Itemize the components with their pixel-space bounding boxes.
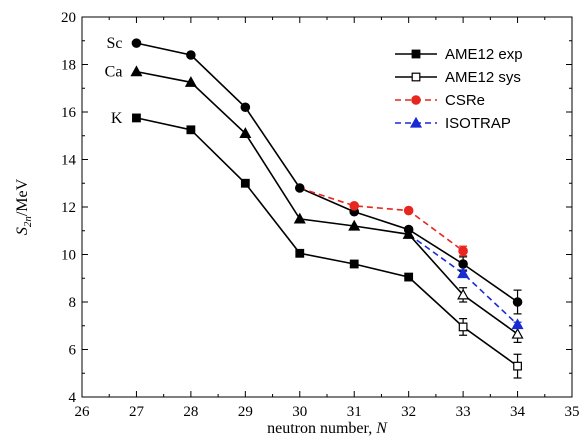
csre-point [458,246,468,256]
isotrap-point [457,267,470,279]
legend-marker [411,95,421,105]
data-point [295,248,305,258]
data-point [186,50,196,60]
data-point [293,212,306,224]
x-tick-label: 30 [292,404,307,420]
legend: AME12 exp AME12 sys CSRe ISOTRAP [395,46,523,132]
series-name-label: Ca [105,64,123,81]
series-labels: Sc Ca K [105,35,123,127]
y-tick-label: 18 [61,58,76,74]
legend-label: CSRe [445,92,485,109]
x-axis-label-text: neutron number, [267,420,376,437]
data-point [184,76,197,87]
x-tick-label: 32 [401,404,416,420]
x-tick-label: 26 [75,404,91,420]
series-lines [136,42,519,367]
csre-point [349,201,360,211]
isotrap-line [408,233,519,326]
data-point-sys [511,327,524,339]
data-point-sys [458,322,468,332]
y-tick-label: 20 [61,10,76,26]
data-point [294,183,305,193]
data-point-sys [512,297,523,307]
x-axis-label-symbol: N [375,420,388,437]
data-point-sys [457,288,470,300]
data-point [130,65,143,77]
x-tick-label: 33 [456,404,471,420]
x-tick-label: 28 [183,404,198,420]
y-tick-label: 8 [69,295,77,311]
y-tick-label: 16 [61,105,77,121]
series-name-label: K [111,110,123,127]
x-axis-label: neutron number, N [267,420,388,437]
data-point [404,272,414,282]
y-tick-label: 10 [61,248,76,264]
legend-marker [411,72,421,82]
y-axis-label: S2n/MeV [14,178,34,235]
legend-label: AME12 sys [445,69,521,86]
y-axis-label-symbol: S [14,227,31,235]
data-point [239,127,252,138]
data-point-sys [458,259,468,269]
data-point [240,178,250,188]
data-point [240,102,251,113]
y-tick-label: 14 [61,153,77,169]
data-point [132,113,141,123]
axis-ticks [81,16,573,398]
data-point [402,228,415,239]
x-tick-label: 35 [565,404,580,420]
legend-marker [409,116,423,128]
data-point [348,219,361,231]
legend-label: ISOTRAP [445,115,511,132]
x-tick-label: 29 [238,404,253,420]
error-bars [459,245,522,379]
csre-point [403,205,414,216]
isotrap-point [511,318,524,330]
x-tick-label: 34 [510,404,526,420]
y-axis-label-unit: /MeV [14,178,31,216]
series-line [136,42,519,303]
data-point-sys [513,361,522,371]
x-tick-label: 31 [347,404,362,420]
y-axis-label-subscript: 2n [22,216,34,228]
y-tick-label: 12 [61,200,76,216]
series-name-label: Sc [106,35,122,52]
x-tick-label: 27 [129,404,145,420]
x-tick-labels: 26 27 28 29 30 31 32 33 34 35 [75,404,580,420]
series-markers [130,38,524,371]
y-tick-labels: 4 6 8 10 12 14 16 18 20 [61,10,77,406]
y-tick-label: 4 [69,390,77,406]
data-point [186,125,196,135]
data-point [349,259,359,269]
legend-marker [411,49,421,59]
legend-label: AME12 exp [445,46,523,63]
series-line [136,70,519,335]
data-point [131,38,142,48]
y-tick-label: 6 [69,343,77,359]
csre-line [299,187,464,252]
series-line [136,117,519,367]
